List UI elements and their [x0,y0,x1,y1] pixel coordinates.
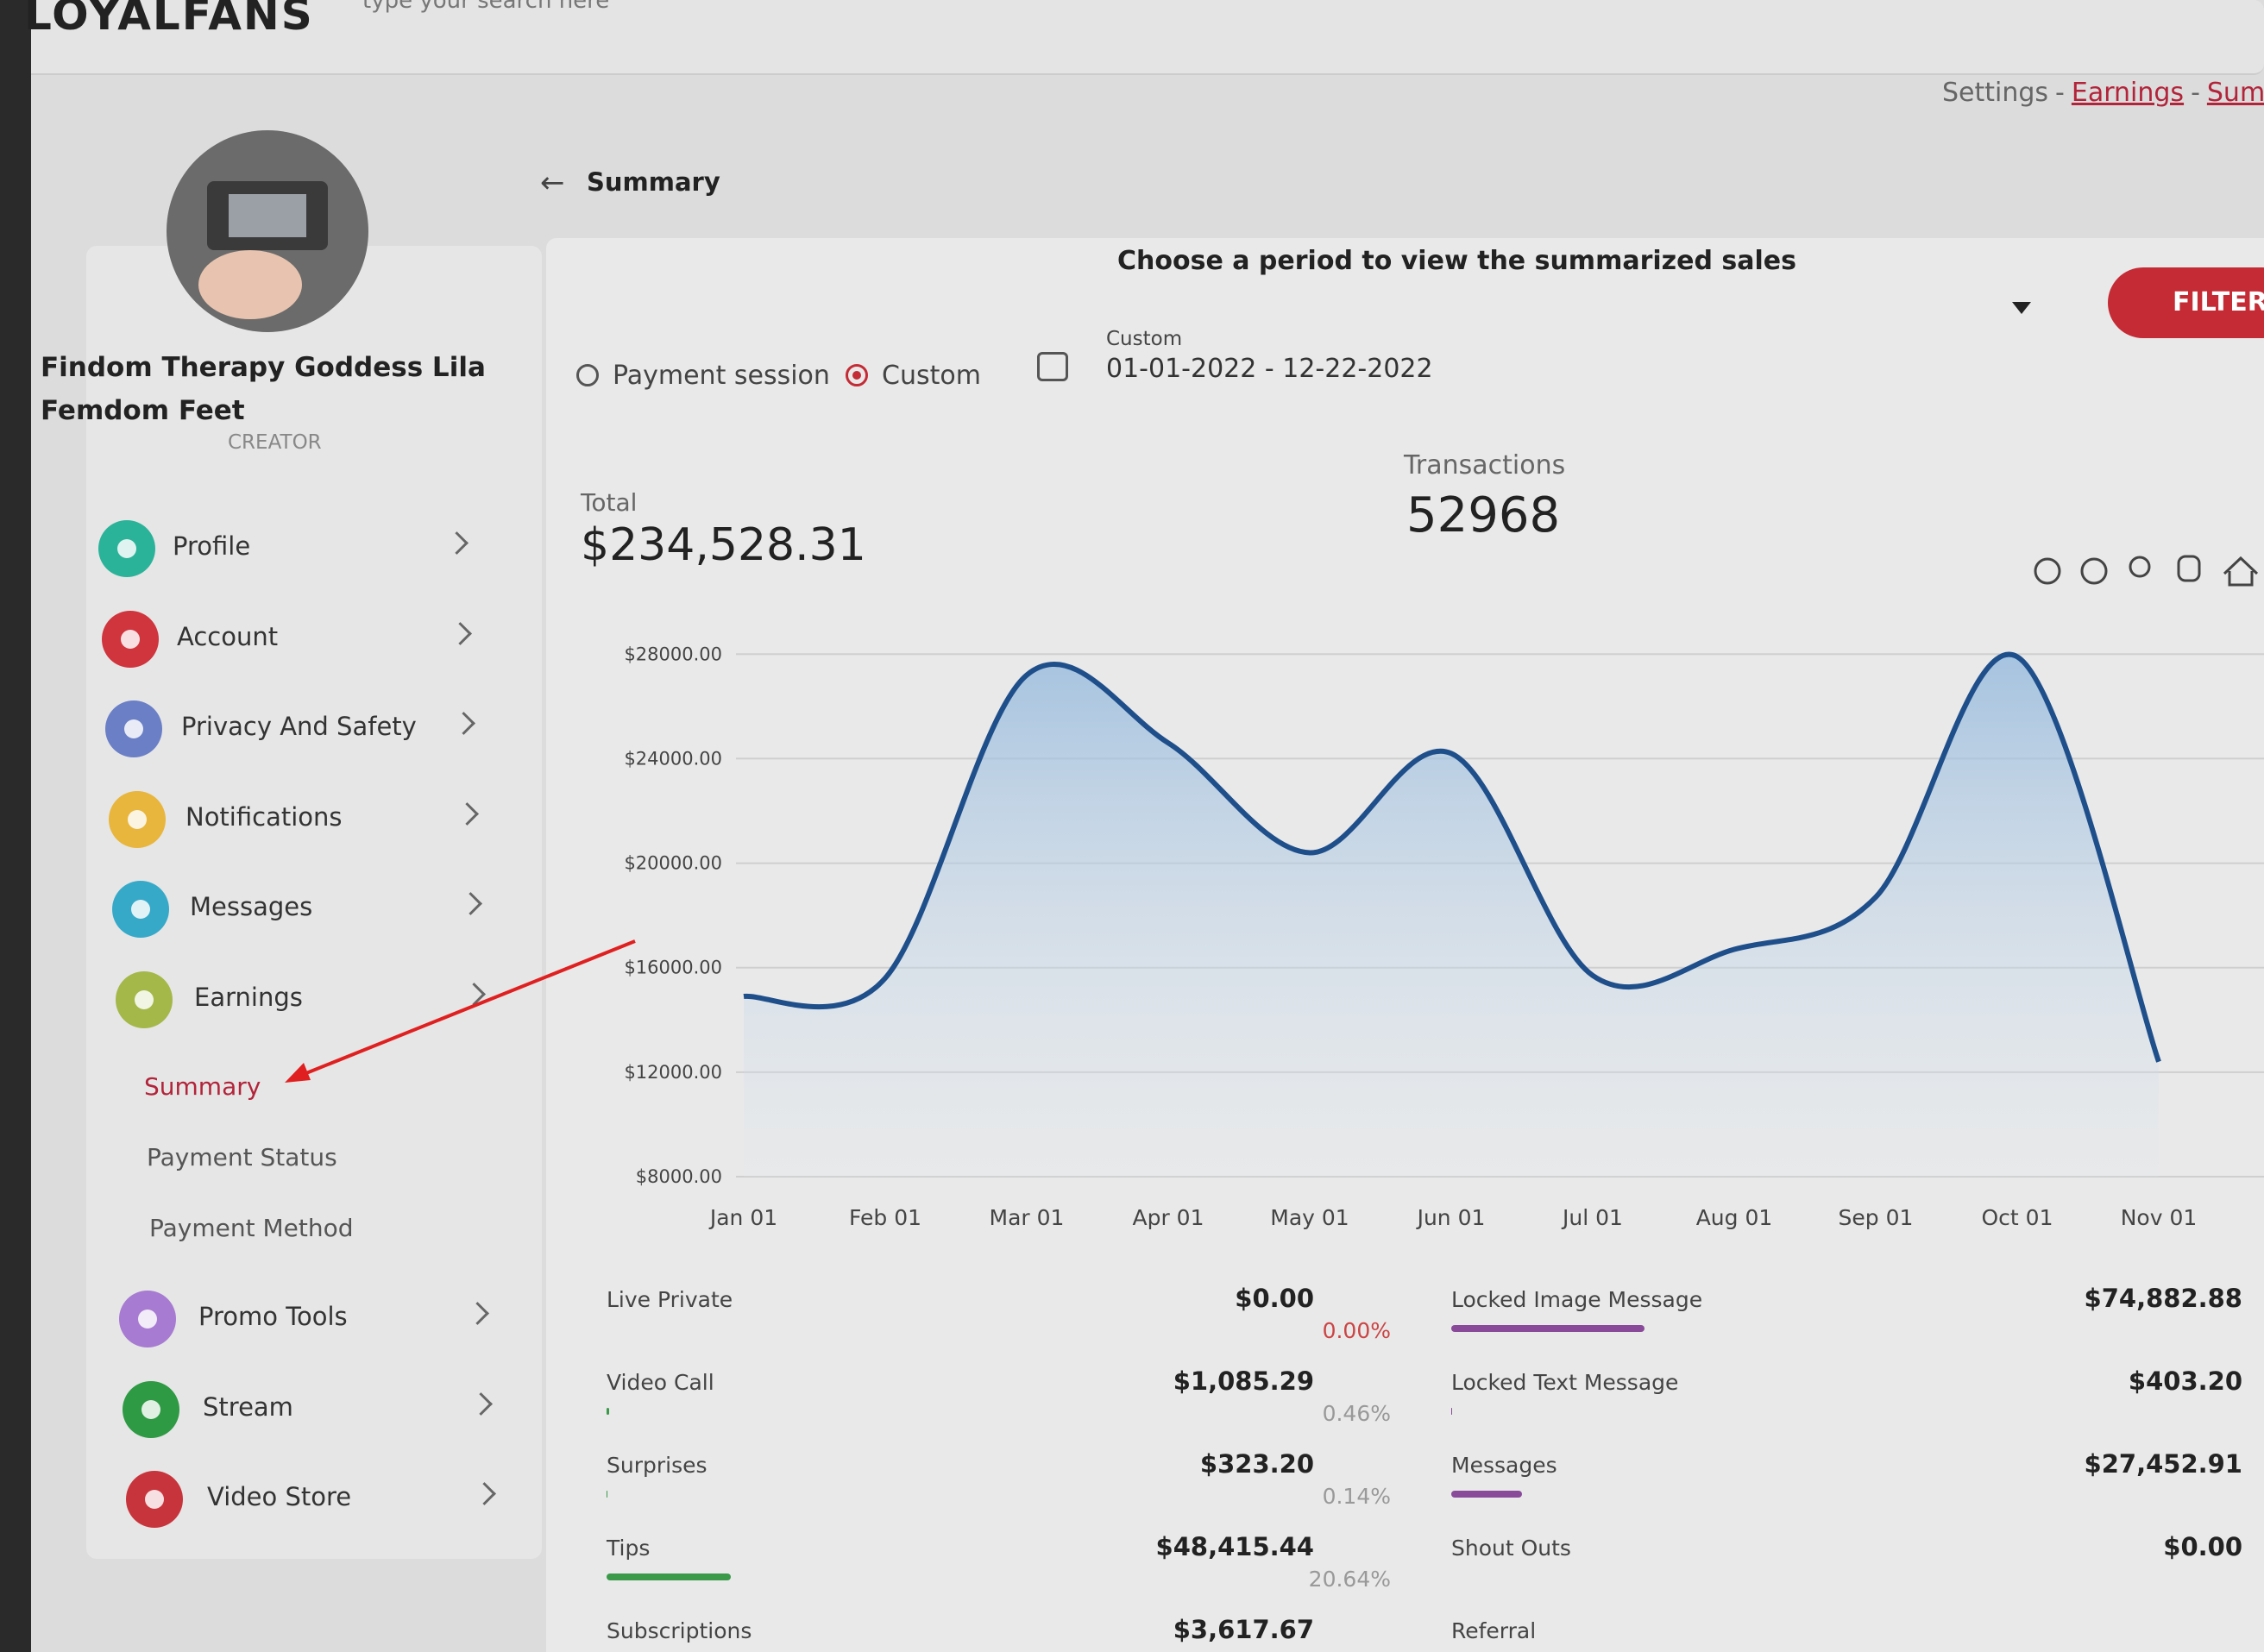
dropdown-caret[interactable] [2012,302,2031,314]
breakdown-name: Video Call [607,1370,714,1395]
breadcrumb-item[interactable]: Earnings [2071,78,2185,108]
breakdown-share: 20.64% [1308,1567,1391,1592]
menu-label[interactable]: Promo Tools [198,1302,348,1331]
menu-icon-glyph [121,629,140,649]
menu-label[interactable]: Video Store [207,1482,352,1511]
submenu-item[interactable]: Summary [144,1072,261,1101]
menu-label[interactable]: Privacy And Safety [181,712,417,741]
breakdown-amount: $3,617.67 [1173,1615,1314,1644]
page-title: Summary [587,167,720,197]
breakdown-name: Messages [1451,1453,1557,1478]
breakdown-name: Referral [1451,1618,1537,1643]
share-bar [607,1408,610,1415]
breakdown-amount: $0.00 [1235,1284,1314,1313]
menu-icon-glyph [145,1490,164,1509]
menu-icon [123,1380,179,1438]
breakdown-amount: $48,415.44 [1155,1532,1314,1561]
menu-icon [116,970,173,1028]
menu-icon [126,1471,183,1528]
breadcrumb: Settings-Earnings-Summary [1942,78,2264,108]
total-label: Total [581,488,638,517]
range-label: Custom [1106,328,1183,350]
profile-name: Femdom Feet [41,395,245,426]
breakdown-share: 0.00% [1322,1318,1391,1343]
menu-label[interactable]: Notifications [186,801,343,832]
breakdown-name: Surprises [607,1453,708,1478]
range-value[interactable]: 01-01-2022 - 12-22-2022 [1106,354,1433,384]
menu-icon [98,520,155,577]
breakdown-amount: $0.00 [2163,1532,2242,1561]
menu-icon [109,790,166,848]
menu-label[interactable]: Account [177,621,279,651]
filter-prompt: Choose a period to view the summarized s… [1117,246,1796,276]
menu-icon-glyph [124,719,143,738]
share-bar [1451,1325,1645,1332]
total-value: $234,528.31 [581,519,866,571]
breakdown-share: 0.46% [1322,1401,1391,1426]
breakdown-name: Locked Image Message [1451,1287,1703,1312]
transactions-value: 52968 [1406,487,1561,543]
breakdown-name: Shout Outs [1451,1536,1571,1561]
menu-label[interactable]: Stream [203,1391,293,1422]
transactions-label: Transactions [1404,450,1566,481]
share-bar [607,1573,732,1580]
submenu-item[interactable]: Payment Method [149,1214,354,1242]
share-bar [1451,1491,1522,1498]
radio-button[interactable] [846,364,868,386]
radio-label[interactable]: Custom [882,361,981,391]
menu-icon-glyph [142,1399,160,1419]
breakdown-amount: $74,882.88 [2084,1284,2242,1313]
filter-button[interactable]: FILTER [2108,267,2264,338]
profile-name: Findom Therapy Goddess Lila [41,352,486,383]
breadcrumb-separator: - [2191,78,2200,108]
breadcrumb-item[interactable]: Settings [1942,78,2049,108]
menu-icon-glyph [117,539,136,558]
menu-icon-glyph [135,989,154,1009]
submenu-item[interactable]: Payment Status [147,1143,337,1171]
breakdown-name: Live Private [607,1287,733,1312]
logo[interactable]: LOYALFANS [24,0,314,40]
menu-icon [102,610,159,668]
menu-icon [112,881,169,938]
breadcrumb-separator: - [2055,78,2065,108]
menu-icon [119,1291,176,1347]
share-bar [1451,1408,1453,1415]
radio-dot [852,371,861,380]
menu-icon-glyph [131,900,150,919]
search-input[interactable]: type your search here [362,0,610,14]
breakdown-share: 0.14% [1322,1484,1391,1509]
breakdown-amount: $1,085.29 [1173,1366,1314,1396]
menu-icon-glyph [138,1310,157,1329]
breakdown-amount: $323.20 [1199,1449,1314,1479]
radio-label[interactable]: Payment session [613,361,830,391]
breakdown-amount: $403.20 [2128,1366,2242,1396]
breakdown-amount: $27,452.91 [2084,1449,2242,1479]
breakdown-name: Locked Text Message [1451,1370,1679,1395]
menu-label[interactable]: Messages [190,892,313,921]
menu-icon-glyph [128,809,147,829]
profile-role: CREATOR [228,431,322,454]
breakdown-name: Subscriptions [607,1618,752,1643]
calendar-icon[interactable] [1037,352,1068,381]
breakdown-name: Tips [607,1536,651,1561]
back-arrow[interactable]: ← [540,166,565,200]
menu-label[interactable]: Earnings [194,982,303,1012]
menu-icon [105,700,162,757]
breadcrumb-item[interactable]: Summary [2206,78,2264,108]
menu-label[interactable]: Profile [173,531,251,561]
top-bar [0,0,2264,75]
screen-bezel [0,0,31,1652]
radio-button[interactable] [576,364,599,386]
